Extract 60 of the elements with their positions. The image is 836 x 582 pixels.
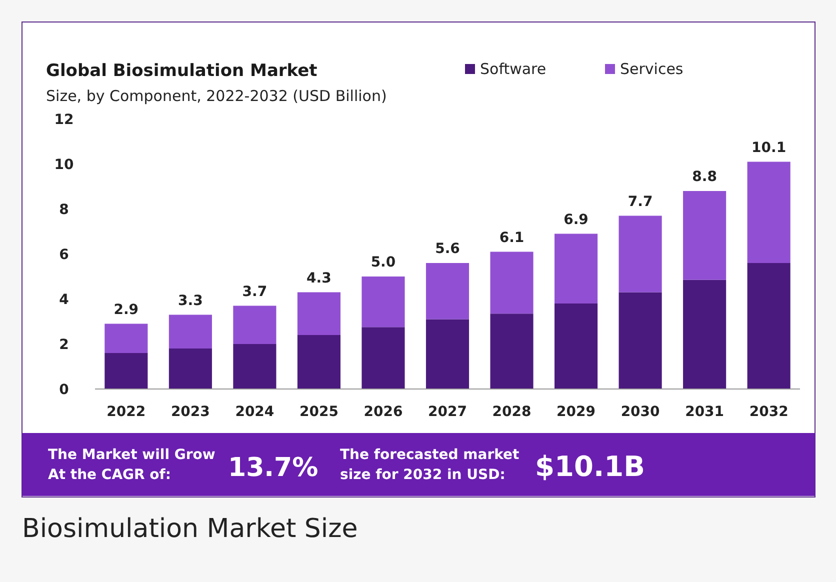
x-tick-label: 2027 bbox=[428, 404, 467, 420]
total-label: 6.1 bbox=[499, 230, 524, 246]
total-label: 5.6 bbox=[435, 241, 460, 257]
text: The Market will Grow At the CAGR of: bbox=[48, 447, 216, 483]
y-tick-label: 10 bbox=[54, 156, 74, 173]
total-label: 5.0 bbox=[370, 254, 396, 270]
text: 13.7% bbox=[228, 453, 318, 483]
bar bbox=[233, 306, 276, 344]
bar bbox=[554, 304, 598, 389]
total-label: 7.7 bbox=[628, 194, 653, 210]
legend-label: Software bbox=[480, 60, 546, 78]
y-tick-label: 6 bbox=[59, 246, 69, 263]
total-label: 2.9 bbox=[114, 302, 139, 318]
x-tick-label: 2026 bbox=[364, 404, 403, 420]
y-tick-label: 4 bbox=[59, 292, 70, 308]
total-label: 3.3 bbox=[178, 292, 203, 309]
x-tick-label: 2029 bbox=[556, 404, 596, 420]
text: Biosimulation Market Size bbox=[22, 514, 358, 544]
y-tick-label: 8 bbox=[59, 202, 69, 218]
chart-title: Global Biosimulation Market bbox=[46, 61, 318, 81]
bar bbox=[683, 191, 726, 280]
bar bbox=[683, 280, 726, 389]
bar bbox=[168, 348, 212, 389]
legend-label: Services bbox=[620, 60, 684, 78]
bar bbox=[297, 292, 340, 335]
total-label: 8.8 bbox=[692, 169, 717, 185]
chart-subtitle: Size, by Component, 2022-2032 (USD Billion) bbox=[46, 87, 387, 105]
bar bbox=[362, 327, 405, 389]
y-tick-label: 0 bbox=[59, 382, 70, 398]
x-tick-label: 2025 bbox=[299, 404, 338, 420]
bar bbox=[426, 263, 470, 320]
x-tick-label: 2032 bbox=[749, 404, 788, 420]
bar bbox=[618, 292, 662, 389]
bar bbox=[490, 314, 534, 389]
bar bbox=[426, 319, 470, 389]
x-tick-label: 2024 bbox=[235, 404, 274, 420]
bar bbox=[747, 263, 790, 389]
x-tick-label: 2023 bbox=[170, 404, 210, 420]
bar bbox=[747, 162, 790, 263]
bar bbox=[104, 324, 148, 353]
total-label: 6.9 bbox=[564, 212, 588, 228]
total-label: 4.3 bbox=[306, 270, 332, 286]
bar bbox=[297, 335, 340, 389]
total-label: 10.1 bbox=[752, 140, 786, 156]
x-tick-label: 2031 bbox=[685, 404, 724, 420]
bar bbox=[554, 234, 598, 304]
total-label: 3.7 bbox=[242, 284, 268, 300]
y-tick-label: 12 bbox=[54, 112, 74, 128]
text: The forecasted market size for 2032 in USD: bbox=[340, 447, 520, 483]
bar bbox=[104, 353, 148, 389]
x-tick-label: 2028 bbox=[492, 404, 532, 420]
bar bbox=[168, 314, 212, 348]
bar bbox=[362, 276, 405, 328]
x-tick-label: 2030 bbox=[620, 404, 660, 420]
y-tick-label: 2 bbox=[59, 336, 69, 353]
bar bbox=[233, 344, 276, 389]
text: $10.1B bbox=[535, 450, 645, 483]
x-tick-label: 2022 bbox=[106, 404, 146, 420]
bar bbox=[490, 252, 534, 314]
bar bbox=[618, 216, 662, 292]
